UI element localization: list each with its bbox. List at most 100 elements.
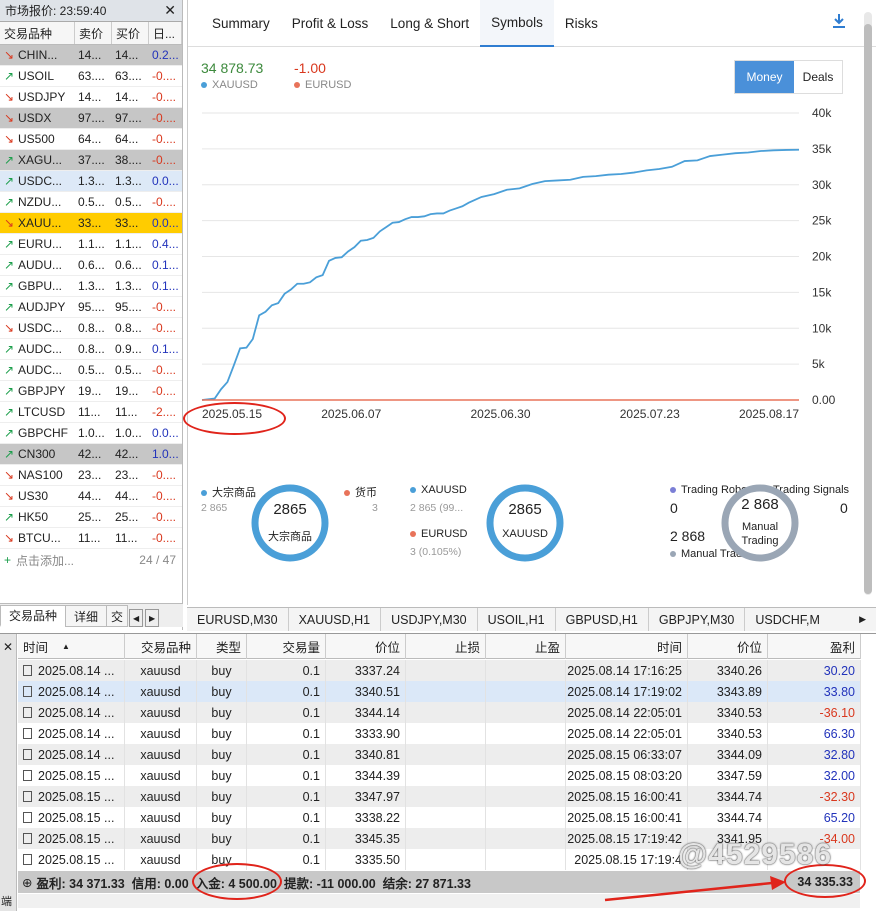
deal-close-price: 3344.74 bbox=[688, 786, 768, 807]
tab-risks[interactable]: Risks bbox=[554, 0, 609, 47]
tab-scroll-right-icon[interactable]: ▶ bbox=[849, 614, 876, 625]
deal-stop-loss bbox=[406, 849, 486, 870]
donut2-legend-xauusd[interactable]: XAUUSD bbox=[410, 484, 467, 496]
bid-price: 11... bbox=[75, 528, 112, 548]
col-volume[interactable]: 交易量 bbox=[247, 634, 326, 659]
report-scrollbar-thumb[interactable] bbox=[864, 24, 872, 594]
deals-button[interactable]: Deals bbox=[794, 61, 842, 93]
tab-summary[interactable]: Summary bbox=[201, 0, 281, 47]
market-watch-row[interactable]: ↘XAUU...33...33...0.0... bbox=[0, 213, 182, 234]
tab-chart-gbpjpy[interactable]: GBPJPY,M30 bbox=[649, 608, 746, 632]
col-profit[interactable]: 盈利 bbox=[768, 634, 861, 659]
tab-details[interactable]: 详细 bbox=[65, 605, 107, 627]
market-watch-row[interactable]: ↗XAGU...37....38....-0.... bbox=[0, 150, 182, 171]
col-stop-loss[interactable]: 止损 bbox=[406, 634, 486, 659]
donut2-legend-eurusd[interactable]: EURUSD bbox=[410, 528, 467, 540]
tab-chart-xauusd[interactable]: XAUUSD,H1 bbox=[289, 608, 382, 632]
y-tick-label: 40k bbox=[812, 106, 832, 120]
column-header-symbol[interactable]: 交易品种 bbox=[0, 22, 75, 44]
col-price[interactable]: 价位 bbox=[326, 634, 406, 659]
tab-chart-gbpusd[interactable]: GBPUSD,H1 bbox=[556, 608, 649, 632]
arrow-up-icon: ↗ bbox=[4, 405, 18, 419]
tab-chart-usoil[interactable]: USOIL,H1 bbox=[478, 608, 556, 632]
plus-icon[interactable]: + bbox=[4, 553, 11, 567]
ask-price: 11... bbox=[112, 402, 149, 422]
column-header-change[interactable]: 日... bbox=[149, 22, 182, 44]
download-icon[interactable] bbox=[832, 13, 846, 34]
chart-symbol-tabs: EURUSD,M30 XAUUSD,H1 USDJPY,M30 USOIL,H1… bbox=[187, 607, 876, 631]
symbol-name: XAGU... bbox=[18, 153, 62, 167]
daily-change: -0.... bbox=[149, 318, 182, 338]
market-watch-row[interactable]: ↗AUDC...0.5...0.5...-0.... bbox=[0, 360, 182, 381]
market-watch-row[interactable]: ↘CHIN...14...14...0.2... bbox=[0, 45, 182, 66]
col-open-time[interactable]: 时间▲ bbox=[18, 634, 125, 659]
close-icon[interactable]: ✕ bbox=[164, 2, 176, 19]
market-watch-row[interactable]: ↘BTCU...11...11...-0.... bbox=[0, 528, 182, 549]
market-watch-row[interactable]: ↗AUDU...0.6...0.6...0.1... bbox=[0, 255, 182, 276]
document-icon bbox=[23, 770, 32, 781]
tab-long-short[interactable]: Long & Short bbox=[379, 0, 480, 47]
legend-eurusd[interactable]: -1.00 EURUSD bbox=[294, 60, 351, 91]
legend-xauusd[interactable]: 34 878.73 XAUUSD bbox=[201, 60, 263, 91]
tab-chart-usdchf[interactable]: USDCHF,M bbox=[745, 608, 830, 632]
col-type[interactable]: 类型 bbox=[197, 634, 247, 659]
col-symbol[interactable]: 交易品种 bbox=[125, 634, 197, 659]
close-terminal-icon[interactable]: ✕ bbox=[3, 640, 13, 654]
tab-chart-usdjpy[interactable]: USDJPY,M30 bbox=[381, 608, 478, 632]
market-watch-row[interactable]: ↗GBPU...1.3...1.3...0.1... bbox=[0, 276, 182, 297]
col-take-profit[interactable]: 止盈 bbox=[486, 634, 566, 659]
market-watch-row[interactable]: ↗USDC...1.3...1.3...0.0... bbox=[0, 171, 182, 192]
deal-stop-loss bbox=[406, 786, 486, 807]
col-close-price[interactable]: 价位 bbox=[688, 634, 768, 659]
market-watch-row[interactable]: ↗EURU...1.1...1.1...0.4... bbox=[0, 234, 182, 255]
deal-open-time: 2025.08.14 ... bbox=[38, 748, 114, 762]
tab-trading[interactable]: 交 bbox=[106, 605, 128, 627]
money-button[interactable]: Money bbox=[735, 61, 794, 93]
column-header-ask[interactable]: 买价 bbox=[112, 22, 149, 44]
arrow-up-icon: ↗ bbox=[4, 237, 18, 251]
arrow-up-icon: ↗ bbox=[4, 426, 18, 440]
report-scrollbar[interactable] bbox=[864, 12, 872, 595]
donut3-robots-value: 0 bbox=[670, 500, 678, 516]
market-watch-row[interactable]: ↗NZDU...0.5...0.5...-0.... bbox=[0, 192, 182, 213]
market-watch-row[interactable]: ↗AUDC...0.8...0.9...0.1... bbox=[0, 339, 182, 360]
daily-change: 0.2... bbox=[149, 45, 182, 65]
x-tick-label: 2025.06.07 bbox=[321, 407, 381, 421]
expand-icon[interactable]: ⊕ bbox=[22, 875, 32, 890]
deal-profit: 30.20 bbox=[768, 660, 861, 681]
ask-price: 11... bbox=[112, 528, 149, 548]
market-watch-row[interactable]: ↘USDC...0.8...0.8...-0.... bbox=[0, 318, 182, 339]
tab-symbols-report[interactable]: Symbols bbox=[480, 0, 554, 47]
tab-scroll-right-icon[interactable]: ▶ bbox=[145, 609, 159, 627]
tab-scroll-left-icon[interactable]: ◀ bbox=[129, 609, 143, 627]
column-header-bid[interactable]: 卖价 bbox=[75, 22, 112, 44]
tab-symbols[interactable]: 交易品种 bbox=[0, 605, 66, 627]
donut1-legend-commodities[interactable]: 大宗商品 bbox=[201, 484, 256, 500]
donut1-legend-currency[interactable]: 货币 bbox=[344, 484, 377, 500]
add-symbol-link[interactable]: 点击添加... bbox=[16, 552, 74, 569]
col-close-time[interactable]: 时间 bbox=[566, 634, 688, 659]
tab-profit-loss[interactable]: Profit & Loss bbox=[281, 0, 380, 47]
symbol-name: XAUU... bbox=[18, 216, 61, 230]
tab-chart-eurusd[interactable]: EURUSD,M30 bbox=[187, 608, 289, 632]
